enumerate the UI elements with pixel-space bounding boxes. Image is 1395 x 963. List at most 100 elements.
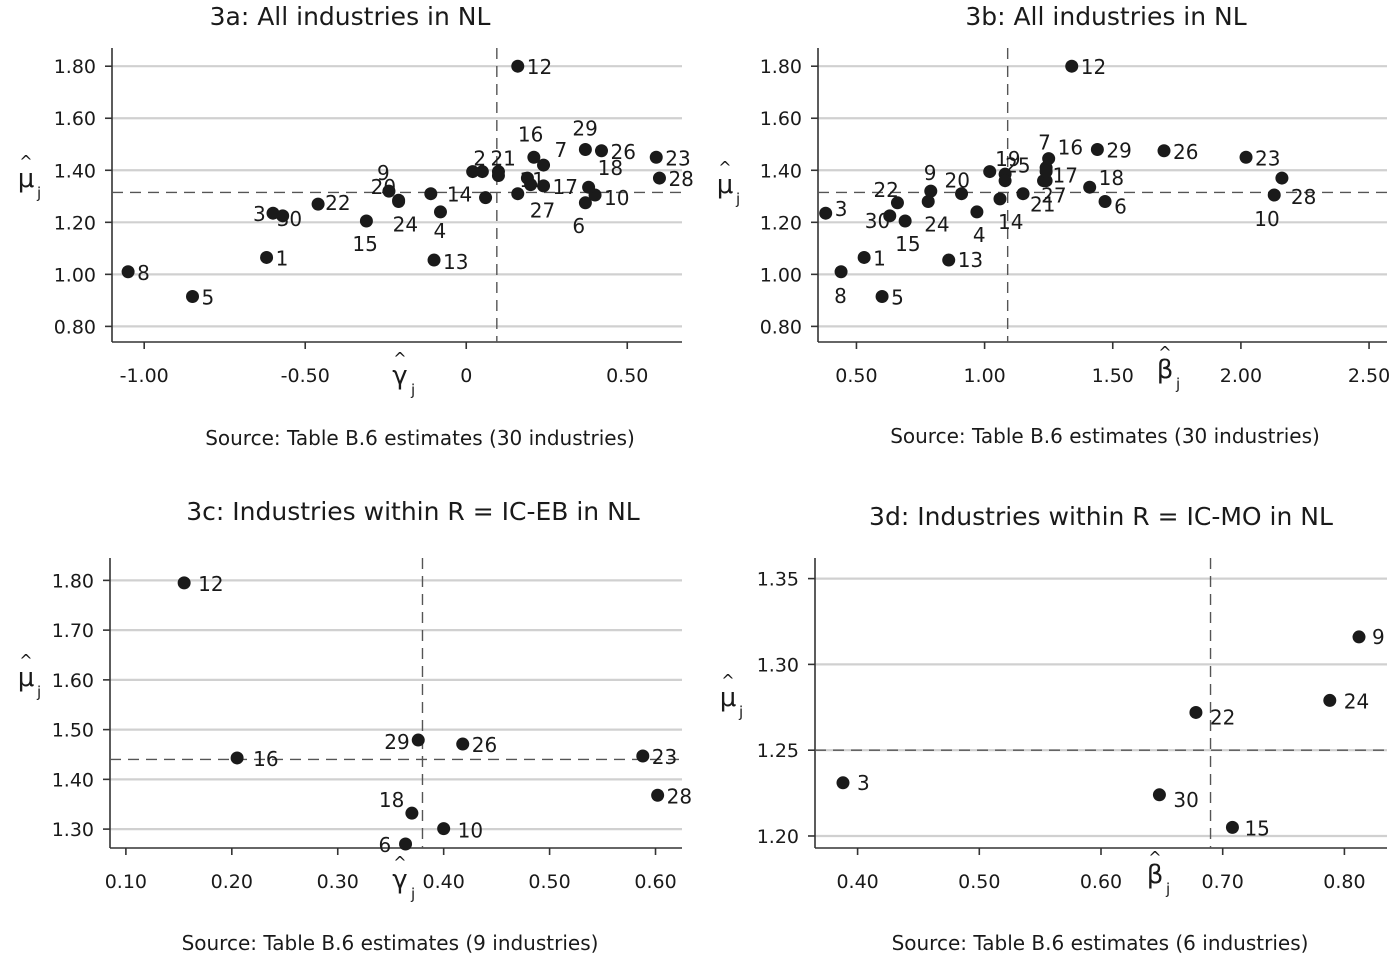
data-point	[260, 250, 274, 264]
data-point	[942, 253, 956, 267]
point-label: 27	[1041, 184, 1066, 208]
hat-mark: ^	[19, 152, 32, 171]
point-label: 26	[1173, 140, 1198, 164]
gridlines	[818, 65, 1387, 328]
axis-subscript: j	[410, 381, 415, 399]
data-point	[1098, 195, 1112, 209]
data-point	[819, 206, 833, 220]
scatter-plot: 1.201.251.301.350.40 0.50 0.60 0.70 0.80^β j^…	[720, 558, 1387, 898]
x-tick-label: 0.50	[835, 365, 877, 387]
axis-subscript: j	[1165, 880, 1170, 898]
chart-title: 3b: All industries in NL	[965, 2, 1247, 31]
point-label: 7	[1038, 131, 1051, 155]
data-point	[1042, 152, 1056, 166]
data-point	[511, 59, 525, 73]
point-label: 28	[667, 784, 692, 808]
chart-title: 3c: Industries within R = IC-EB in NL	[186, 497, 640, 526]
data-point	[392, 195, 406, 209]
point-label: 14	[998, 210, 1023, 234]
data-point	[970, 205, 984, 219]
point-label: 4	[973, 223, 986, 247]
point-label: 10	[1254, 207, 1279, 231]
point-label: 17	[1053, 164, 1078, 188]
data-point	[1267, 188, 1281, 202]
point-label: 5	[202, 285, 215, 309]
y-tick-label: 1.35	[757, 569, 799, 591]
data-point	[898, 214, 912, 228]
data-point	[924, 184, 938, 198]
point-label: 23	[1255, 146, 1280, 170]
point-label: 3	[857, 771, 870, 795]
data-point	[1016, 187, 1030, 201]
point-label: 12	[1081, 55, 1106, 79]
x-tick-label: 0.50	[606, 365, 648, 387]
data-point	[511, 187, 525, 201]
point-label: 10	[604, 186, 629, 210]
data-point	[651, 788, 665, 802]
point-label: 30	[1173, 788, 1198, 812]
point-label: 13	[443, 250, 468, 274]
chart-source: Source: Table B.6 estimates (9 industrie…	[181, 931, 599, 955]
y-tick-label: 1.30	[52, 819, 94, 841]
hat-mark: ^	[721, 671, 734, 690]
scatter-plot: 1.30 1.40 1.50 1.60 1.70 1.80 0.10 0.20 0.30 0.40…	[18, 558, 692, 903]
x-tick-label: 2.00	[1220, 365, 1262, 387]
y-tick-label: 1.80	[52, 570, 94, 592]
axis-symbol: μ	[717, 170, 734, 200]
hat-mark: ^	[19, 651, 32, 670]
y-tick-label: 1.20	[54, 212, 96, 234]
data-point	[998, 174, 1012, 188]
point-label: 23	[652, 745, 677, 769]
data-point	[405, 806, 419, 820]
point-label: 29	[1106, 138, 1131, 162]
data-points: 12 16 29 26 23 28 18 10 6	[177, 572, 692, 857]
y-axis-title: ^μ j	[18, 651, 41, 701]
x-tick-label: 0.40	[423, 871, 465, 893]
hat-mark: ^	[1148, 848, 1161, 867]
point-label: 15	[895, 232, 920, 256]
data-point	[276, 209, 290, 223]
data-point	[121, 265, 135, 279]
x-axis-title: ^β j	[1157, 343, 1180, 393]
x-tick-label: -1.00	[120, 365, 169, 387]
point-label: 6	[1114, 195, 1127, 219]
x-tick-label: 0.20	[211, 871, 253, 893]
data-point	[636, 749, 650, 763]
axis-symbol: μ	[720, 683, 737, 713]
y-tick-label: 1.00	[54, 264, 96, 286]
x-tick-label: 1.50	[1092, 365, 1134, 387]
data-point	[1152, 788, 1166, 802]
point-label: 9	[924, 161, 937, 185]
point-label: 20	[945, 169, 970, 193]
y-axis-title: ^μ j	[720, 671, 743, 721]
data-point	[652, 171, 666, 185]
axis-subscript: j	[735, 190, 740, 208]
gridlines	[110, 579, 682, 831]
x-axis-title: ^γ j	[392, 853, 415, 903]
data-point	[983, 165, 997, 179]
point-label: 27	[530, 199, 555, 223]
x-tick-label: 0.10	[105, 871, 147, 893]
point-label: 5	[891, 285, 904, 309]
data-point	[1065, 59, 1079, 73]
point-label: 1	[873, 246, 886, 270]
scatter-plot: 0.80 1.00 1.20 1.40 1.60 1.80 0.50 1.00 1.50 2.00…	[717, 48, 1390, 393]
data-point	[524, 178, 538, 192]
data-point	[311, 197, 325, 211]
data-point	[427, 253, 441, 267]
point-label: 6	[379, 833, 392, 857]
y-tick-label: 1.20	[760, 212, 802, 234]
point-label: 18	[598, 156, 623, 180]
x-tick-label: 0.80	[1323, 871, 1365, 893]
y-tick-label: 1.25	[757, 740, 799, 762]
y-tick-label: 1.40	[54, 160, 96, 182]
data-point	[475, 165, 489, 179]
point-label: 17	[553, 175, 578, 199]
axis-symbol: β	[1147, 860, 1164, 890]
data-point	[456, 737, 470, 751]
data-point	[437, 822, 451, 836]
point-label: 22	[325, 191, 350, 215]
point-label: 26	[610, 140, 635, 164]
chart-source: Source: Table B.6 estimates (30 industri…	[205, 426, 635, 450]
data-point	[883, 209, 897, 223]
